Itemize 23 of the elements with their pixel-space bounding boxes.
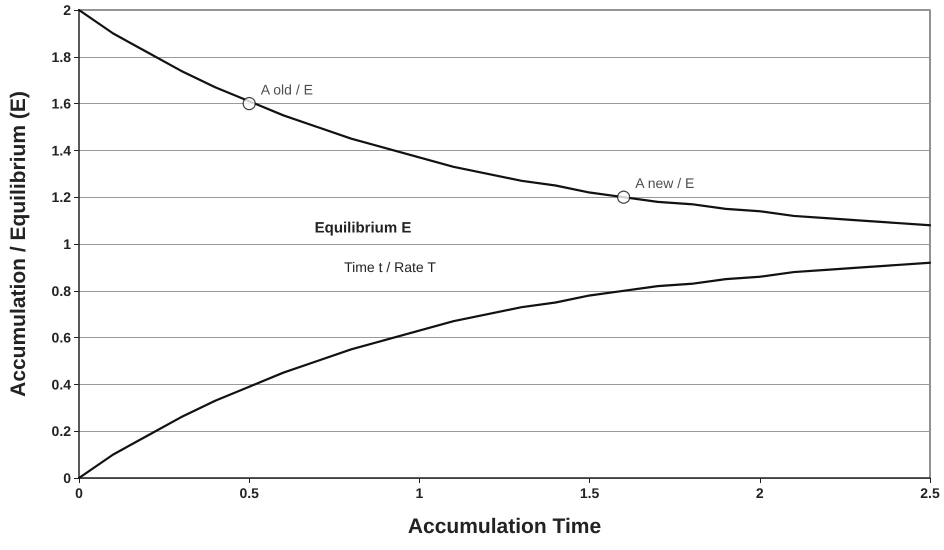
y-tick-label: 2 bbox=[63, 2, 72, 18]
x-tick-label: 1 bbox=[416, 485, 424, 501]
y-tick-label: 1.8 bbox=[52, 48, 72, 65]
x-tick-label: 2 bbox=[756, 485, 764, 501]
y-tick-label: 1.6 bbox=[52, 96, 72, 112]
x-axis-title: Accumulation Time bbox=[408, 515, 602, 538]
y-tick-label: 1 bbox=[63, 236, 72, 252]
x-tick-label: 0 bbox=[75, 485, 84, 501]
y-tick-label: 0.8 bbox=[52, 282, 72, 299]
y-tick-label: 0.2 bbox=[52, 423, 72, 440]
annotation: A old / E bbox=[260, 82, 313, 98]
y-tick-label: 1.2 bbox=[52, 189, 72, 206]
y-tick-label: 0 bbox=[63, 470, 72, 486]
y-tick-label: 1.4 bbox=[52, 142, 72, 158]
x-tick-label: 1.5 bbox=[580, 485, 600, 501]
x-tick-label: 2.5 bbox=[920, 485, 940, 501]
annotation: Time t / Rate T bbox=[344, 259, 436, 275]
annotation: Equilibrium E bbox=[314, 220, 412, 236]
annotation: A new / E bbox=[635, 175, 694, 192]
x-tick-label: 0.5 bbox=[239, 485, 260, 501]
y-axis-title: Accumulation / Equilibrium (E) bbox=[7, 91, 30, 397]
y-tick-label: 0.4 bbox=[52, 376, 72, 392]
y-tick-label: 0.6 bbox=[52, 330, 72, 346]
